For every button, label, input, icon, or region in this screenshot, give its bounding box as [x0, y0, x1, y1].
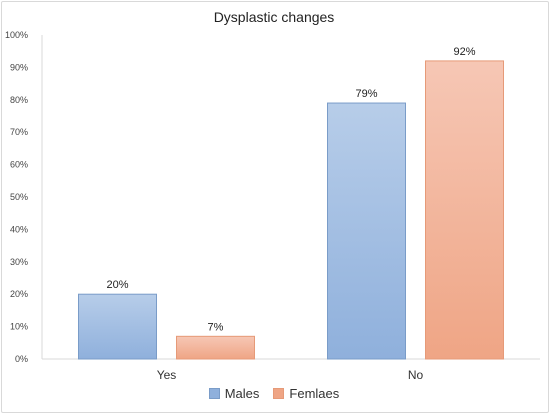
bar-females-yes [176, 335, 255, 360]
data-label: 20% [106, 279, 128, 291]
legend: Males Femlaes [0, 386, 548, 401]
chart-title: Dysplastic changes [213, 9, 335, 25]
bar-males-yes [78, 293, 157, 360]
y-tick-label: 0% [15, 354, 28, 364]
legend-swatch-females [273, 388, 285, 399]
y-tick-label: 100% [5, 30, 28, 40]
legend-swatch-males [208, 388, 220, 399]
x-category-label: No [408, 368, 424, 382]
y-tick-label: 20% [10, 289, 28, 299]
legend-item-females: Femlaes [273, 386, 339, 401]
y-tick-label: 10% [10, 322, 28, 332]
bar-females-no [425, 60, 504, 360]
y-tick-label: 30% [10, 257, 28, 267]
y-tick-label: 80% [10, 95, 28, 105]
data-label: 92% [453, 46, 475, 58]
y-tick-label: 40% [10, 224, 28, 234]
data-label: 7% [208, 321, 224, 333]
legend-item-males: Males [208, 386, 260, 401]
data-label: 79% [355, 88, 377, 100]
y-tick-label: 60% [10, 160, 28, 170]
bar-males-no [327, 102, 406, 360]
y-tick-label: 50% [10, 192, 28, 202]
legend-label-females: Femlaes [289, 386, 340, 401]
x-category-label: Yes [157, 368, 177, 382]
legend-label-males: Males [224, 386, 260, 401]
y-tick-label: 70% [10, 127, 28, 137]
y-tick-label: 90% [10, 62, 28, 72]
